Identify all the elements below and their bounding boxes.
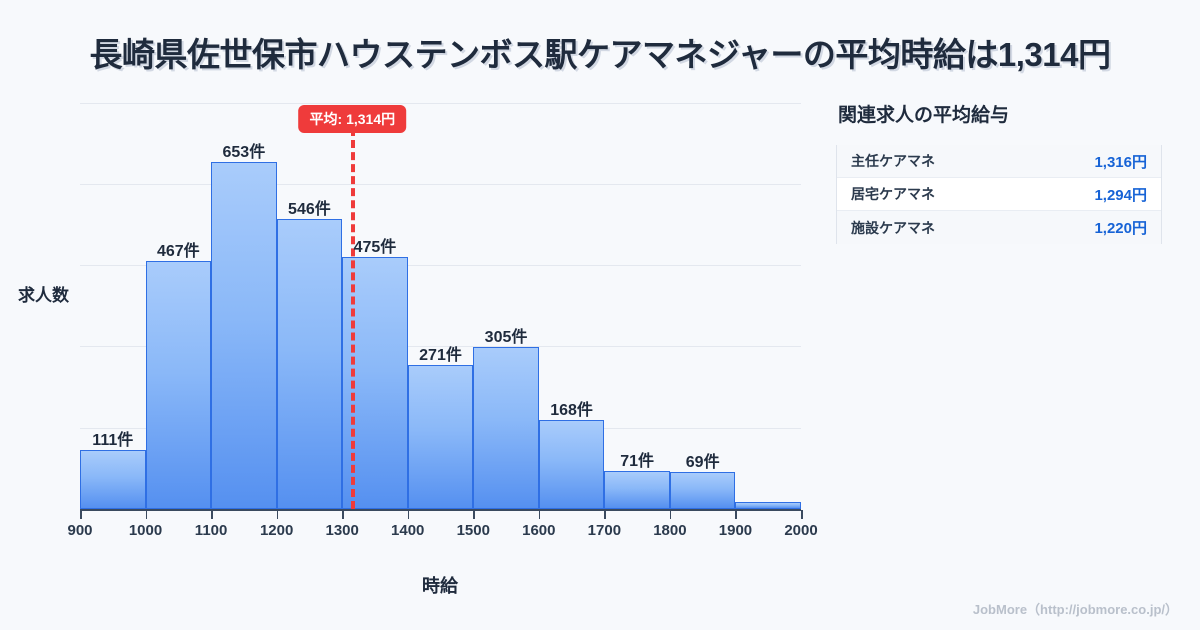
x-axis-tick-label: 1900 xyxy=(718,522,753,539)
bar-value-label: 69件 xyxy=(685,454,720,472)
bar-value-label: 168件 xyxy=(550,401,593,419)
row-value: 1,294円 xyxy=(1094,186,1147,204)
bar-value-label: 546件 xyxy=(288,200,331,218)
bar-value-label: 111件 xyxy=(92,432,134,450)
bar-value-label: 475件 xyxy=(353,238,397,256)
x-axis-tick-label: 900 xyxy=(67,522,93,539)
x-axis-tick xyxy=(80,510,82,519)
row-label: 主任ケアマネ xyxy=(851,153,935,169)
footer-credit: JobMore（http://jobmore.co.jp/） xyxy=(972,602,1178,617)
histogram-chart: 求人数 平均: 1,314円 時給 111件 467件 653件 546件 475件 27… xyxy=(18,102,818,596)
x-axis-tick-label: 1500 xyxy=(456,522,490,539)
x-axis-tick-label: 1400 xyxy=(391,522,425,539)
x-axis-tick xyxy=(342,510,344,519)
page-title: 長崎県佐世保市ハウステンボス駅ケアマネジャーの平均時給は1,314円 xyxy=(89,36,1111,73)
table-row: 主任ケアマネ 1,316円 xyxy=(837,145,1161,178)
x-axis-tick xyxy=(669,510,672,519)
histogram-bar xyxy=(211,162,277,509)
x-axis-tick-label: 1000 xyxy=(128,522,163,539)
gridline xyxy=(80,265,801,267)
y-axis-label: 求人数 xyxy=(18,286,69,305)
x-axis-tick-label: 1100 xyxy=(194,522,228,539)
x-axis-tick-label: 1600 xyxy=(522,522,556,539)
x-axis-tick xyxy=(145,510,148,519)
histogram-bar xyxy=(669,472,736,509)
x-axis-tick xyxy=(735,510,737,519)
average-badge: 平均: 1,314円 xyxy=(298,105,407,133)
row-label: 居宅ケアマネ xyxy=(851,186,935,202)
bar-value-label: 305件 xyxy=(484,328,528,346)
histogram-bar xyxy=(538,419,605,509)
row-value: 1,220円 xyxy=(1094,220,1147,237)
x-axis-tick xyxy=(276,510,279,519)
histogram-bar xyxy=(276,218,343,509)
bar-value-label: 271件 xyxy=(419,347,462,365)
gridline xyxy=(80,346,801,348)
histogram-bar xyxy=(407,365,474,509)
side-panel-title: 関連求人の平均給与 xyxy=(838,105,1010,126)
x-axis-label: 時給 xyxy=(422,576,458,596)
bar-value-label: 467件 xyxy=(156,242,200,260)
row-label: 施設ケアマネ xyxy=(851,219,935,236)
x-axis-tick xyxy=(801,510,803,519)
x-axis-tick xyxy=(211,510,213,519)
x-axis-tick-label: 1700 xyxy=(587,522,622,539)
histogram-bar xyxy=(735,502,801,509)
histogram-bar xyxy=(80,450,146,509)
x-axis-tick xyxy=(538,510,541,519)
table-row: 施設ケアマネ 1,220円 xyxy=(837,211,1161,244)
related-salary-panel: 関連求人の平均給与 主任ケアマネ 1,316円居宅ケアマネ 1,294円施設ケアマネ… xyxy=(836,100,1176,244)
histogram-bar xyxy=(604,471,670,509)
gridline xyxy=(80,183,801,185)
histogram-bar xyxy=(145,260,212,509)
x-axis-tick xyxy=(473,510,475,519)
histogram-bar xyxy=(473,347,539,509)
x-axis-tick-label: 1800 xyxy=(653,522,687,539)
x-axis-tick xyxy=(407,510,410,519)
x-axis-line xyxy=(80,509,801,511)
related-salary-table: 主任ケアマネ 1,316円居宅ケアマネ 1,294円施設ケアマネ 1,220円 xyxy=(836,145,1162,244)
average-line xyxy=(351,128,356,509)
x-axis-tick-label: 1300 xyxy=(325,522,359,539)
row-value: 1,316円 xyxy=(1094,153,1147,171)
gridline xyxy=(80,102,801,104)
x-axis-tick-label: 2000 xyxy=(784,522,818,539)
bar-value-label: 71件 xyxy=(620,453,655,471)
x-axis-tick xyxy=(604,510,606,519)
table-row: 居宅ケアマネ 1,294円 xyxy=(837,178,1161,211)
x-axis-tick-label: 1200 xyxy=(259,522,294,539)
bar-value-label: 653件 xyxy=(222,144,266,162)
